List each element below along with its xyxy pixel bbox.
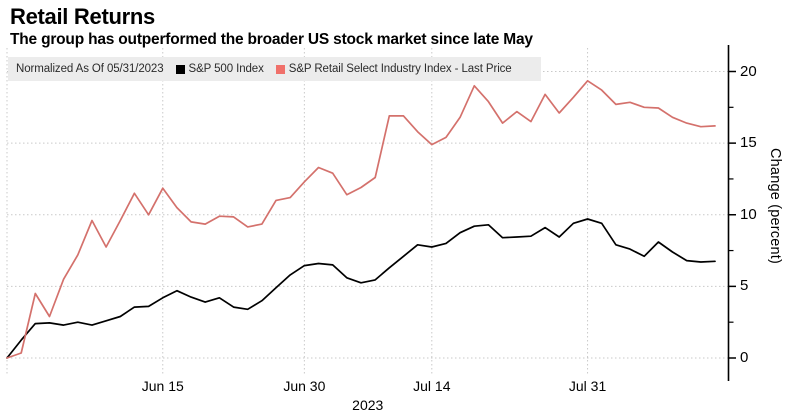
y-axis-title: Change (percent) bbox=[767, 148, 783, 265]
legend-bar: Normalized As Of 05/31/2023 S&P 500 Inde… bbox=[8, 57, 541, 81]
legend-item-label: S&P Retail Select Industry Index - Last … bbox=[288, 63, 512, 75]
legend-note: Normalized As Of 05/31/2023 bbox=[16, 63, 164, 75]
sp500-swatch-icon bbox=[175, 64, 185, 74]
x-axis-year-label: 2023 bbox=[352, 397, 384, 413]
x-tick-label: Jul 31 bbox=[568, 378, 607, 394]
legend-item-sp500: S&P 500 Index bbox=[175, 63, 264, 75]
y-tick-label: 10 bbox=[740, 205, 757, 223]
legend-item-label: S&P 500 Index bbox=[188, 63, 264, 75]
chart-title: Retail Returns bbox=[10, 4, 155, 29]
retail-index-line bbox=[6, 79, 716, 359]
y-tick-label: 15 bbox=[740, 134, 757, 152]
x-tick-label: Jun 15 bbox=[141, 378, 184, 394]
retail-index-swatch-icon bbox=[275, 64, 285, 74]
y-tick-label: 0 bbox=[740, 349, 749, 366]
y-tick-label: 20 bbox=[740, 62, 757, 80]
sp500-line bbox=[6, 218, 716, 359]
y-tick-label: 5 bbox=[740, 277, 749, 295]
legend-item-retail-index: S&P Retail Select Industry Index - Last … bbox=[275, 63, 512, 75]
chart-subtitle: The group has outperformed the broader U… bbox=[10, 31, 533, 48]
x-tick-label: Jun 30 bbox=[283, 378, 326, 394]
x-tick-label: Jul 14 bbox=[413, 378, 451, 394]
